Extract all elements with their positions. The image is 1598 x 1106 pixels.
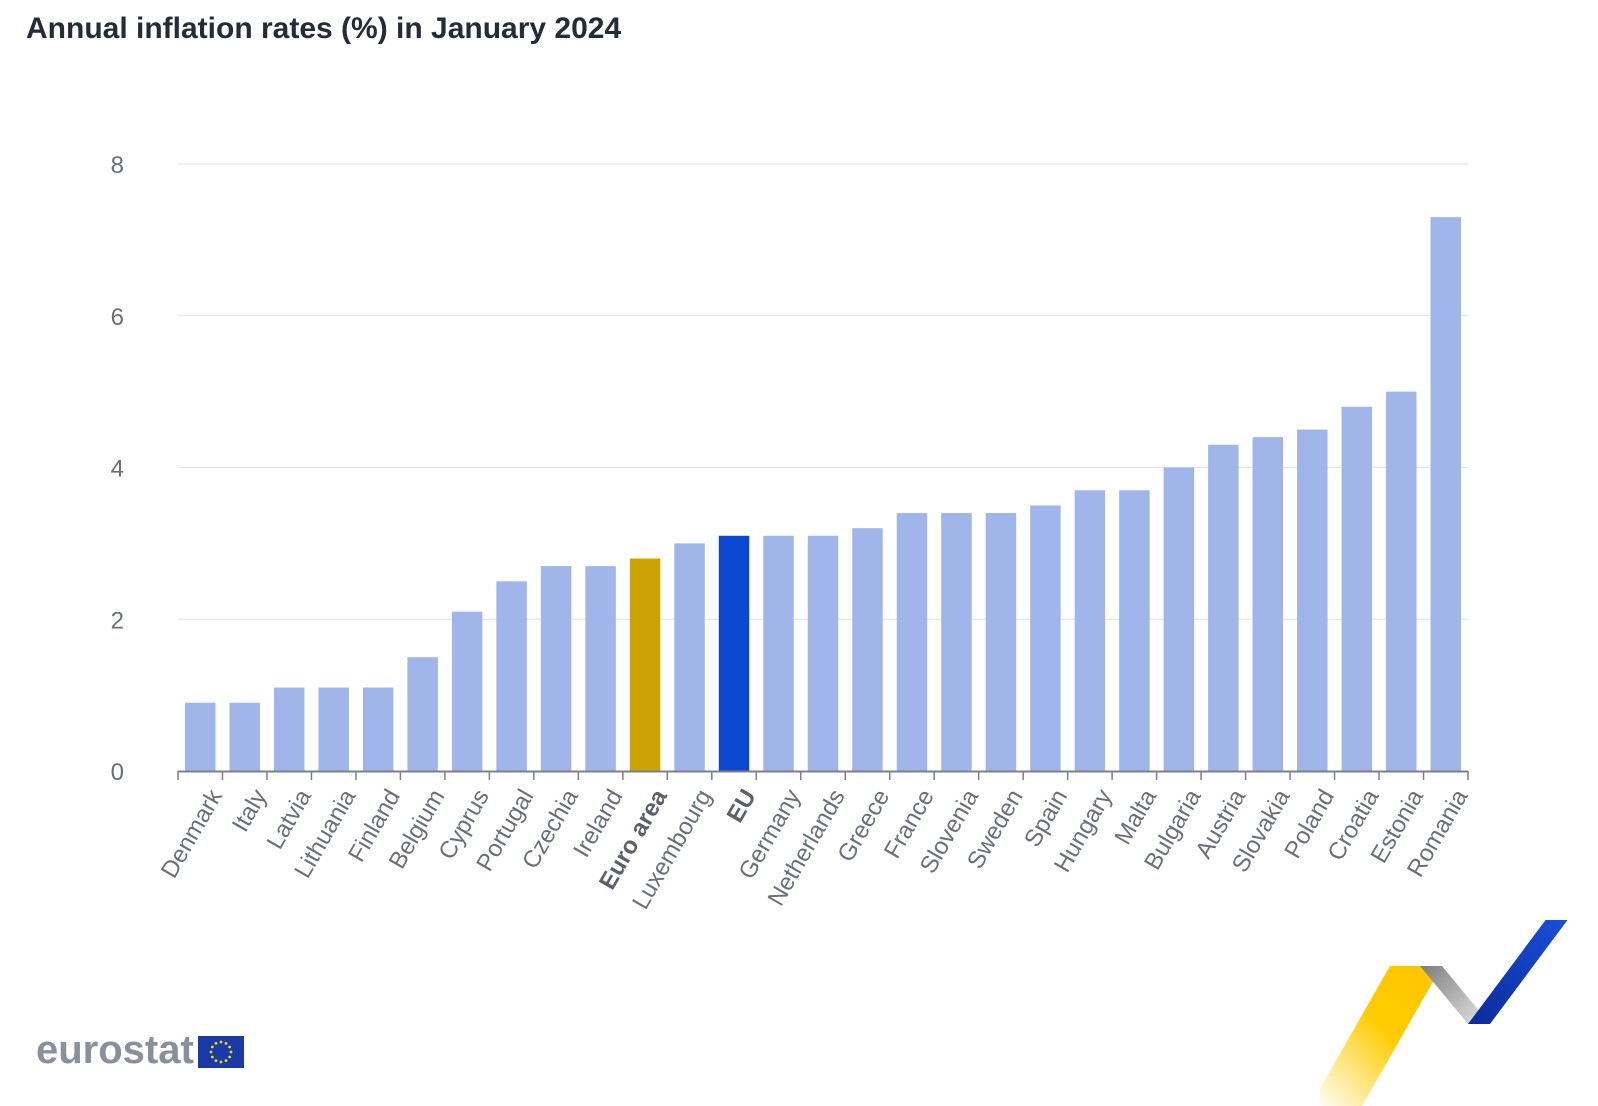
bar-bulgaria[interactable] bbox=[1163, 467, 1195, 772]
eu-flag-icon bbox=[197, 1036, 244, 1068]
bar-czechia[interactable] bbox=[540, 566, 572, 771]
x-axis bbox=[177, 770, 1469, 780]
x-tick-label: Italy bbox=[227, 785, 272, 837]
bar-hungary[interactable] bbox=[1074, 490, 1106, 771]
y-axis-ticks: 0 2 4 6 8 bbox=[111, 152, 124, 786]
bar-spain[interactable] bbox=[1030, 505, 1061, 771]
y-tick-label: 6 bbox=[111, 304, 124, 331]
bar-latvia[interactable] bbox=[273, 687, 305, 771]
y-tick-label: 4 bbox=[111, 456, 124, 483]
bar-belgium[interactable] bbox=[407, 657, 438, 771]
bar-sweden[interactable] bbox=[985, 513, 1017, 771]
bar-denmark[interactable] bbox=[185, 702, 216, 771]
eurostat-logo: eurostat bbox=[36, 1030, 244, 1070]
bar-germany[interactable] bbox=[763, 535, 794, 771]
bar-finland[interactable] bbox=[362, 687, 394, 771]
bar-chart: 0 2 4 6 8 Denmark ItalyLatviaLithuaniaFinland… bbox=[111, 152, 1474, 914]
decorative-ribbon-icon bbox=[1320, 920, 1568, 1106]
bar-euro-area[interactable] bbox=[629, 558, 661, 771]
bar-austria[interactable] bbox=[1208, 444, 1239, 771]
bar-greece[interactable] bbox=[852, 528, 883, 771]
bar-croatia[interactable] bbox=[1341, 406, 1373, 771]
bar-poland[interactable] bbox=[1297, 429, 1328, 771]
bar-malta[interactable] bbox=[1119, 490, 1150, 771]
bar-slovenia[interactable] bbox=[941, 513, 972, 771]
y-tick-label: 2 bbox=[111, 607, 124, 634]
bar-france[interactable] bbox=[896, 513, 928, 771]
chart-title: Annual inflation rates (%) in January 20… bbox=[26, 12, 622, 45]
bar-slovakia[interactable] bbox=[1252, 437, 1284, 771]
bars bbox=[185, 217, 1461, 772]
bar-portugal[interactable] bbox=[496, 581, 527, 771]
x-tick-label: EU bbox=[722, 785, 762, 827]
y-tick-label: 8 bbox=[111, 152, 124, 179]
bar-italy[interactable] bbox=[229, 702, 260, 771]
y-tick-label: 0 bbox=[111, 759, 124, 786]
bar-netherlands[interactable] bbox=[807, 535, 839, 771]
bar-romania[interactable] bbox=[1430, 217, 1461, 772]
bar-cyprus[interactable] bbox=[451, 611, 483, 771]
bar-estonia[interactable] bbox=[1386, 391, 1417, 771]
logo-wordmark: eurostat bbox=[36, 1028, 194, 1072]
x-axis-labels: Denmark ItalyLatviaLithuaniaFinlandBelgiu… bbox=[156, 784, 1474, 914]
bar-ireland[interactable] bbox=[585, 566, 616, 771]
x-tick-label: Denmark bbox=[156, 784, 229, 883]
bar-lithuania[interactable] bbox=[318, 687, 349, 771]
bar-luxembourg[interactable] bbox=[674, 543, 705, 771]
bar-eu[interactable] bbox=[718, 535, 750, 771]
